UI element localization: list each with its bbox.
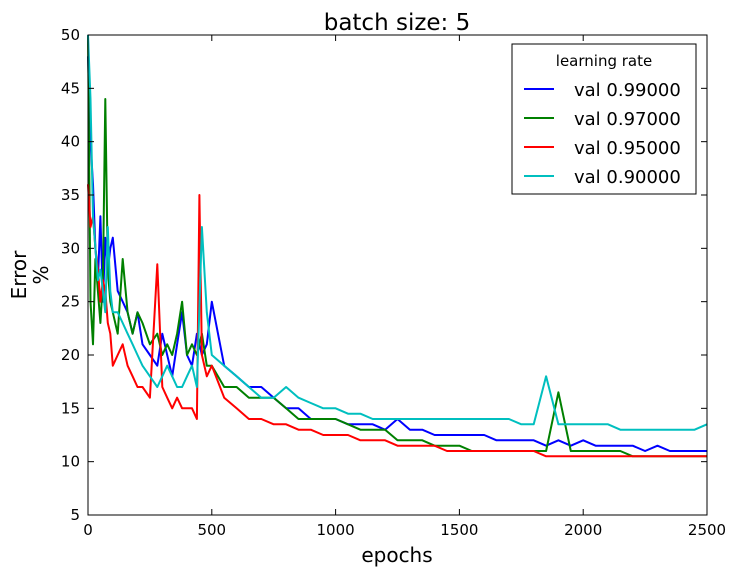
x-tick-label: 2000 <box>564 521 602 539</box>
legend-entry: val 0.90000 <box>574 167 681 188</box>
y-tick-label: 25 <box>61 293 80 311</box>
y-tick-label: 35 <box>61 186 80 204</box>
x-tick-label: 2500 <box>688 521 726 539</box>
y-tick-label: 10 <box>61 453 80 471</box>
legend: learning rate val 0.99000 val 0.97000 val 0… <box>511 43 697 195</box>
y-axis-label-line: Error <box>7 250 31 300</box>
plot-lines <box>87 34 708 458</box>
y-tick-label: 20 <box>61 346 80 364</box>
y-axis-label-line: % <box>29 265 53 284</box>
legend-entry: val 0.95000 <box>574 138 681 159</box>
chart-title: batch size: 5 <box>324 10 471 36</box>
series-line-4 <box>87 34 708 431</box>
legend-entry: val 0.99000 <box>574 80 681 101</box>
legend-entry: val 0.97000 <box>574 109 681 130</box>
axis-ticks: 0 500 1000 1500 2000 2500 5 10 15 20 25 30 35 40 45 50 <box>61 26 726 539</box>
plot-frame <box>87 34 708 516</box>
y-tick-label: 50 <box>61 26 80 44</box>
y-axis-label: Error% <box>7 250 53 300</box>
y-tick-label: 15 <box>61 399 80 417</box>
y-tick-label: 45 <box>61 79 80 97</box>
legend-title: learning rate <box>556 52 652 70</box>
x-tick-label: 1500 <box>440 521 478 539</box>
y-tick-label: 5 <box>70 506 80 524</box>
series-line-2 <box>87 34 707 458</box>
y-tick-label: 30 <box>61 239 80 257</box>
x-axis-label: epochs <box>361 543 432 567</box>
x-tick-label: 500 <box>197 521 226 539</box>
x-tick-label: 1000 <box>317 521 355 539</box>
series-line-3 <box>87 184 707 458</box>
y-tick-label: 40 <box>61 133 80 151</box>
x-tick-label: 0 <box>83 521 93 539</box>
